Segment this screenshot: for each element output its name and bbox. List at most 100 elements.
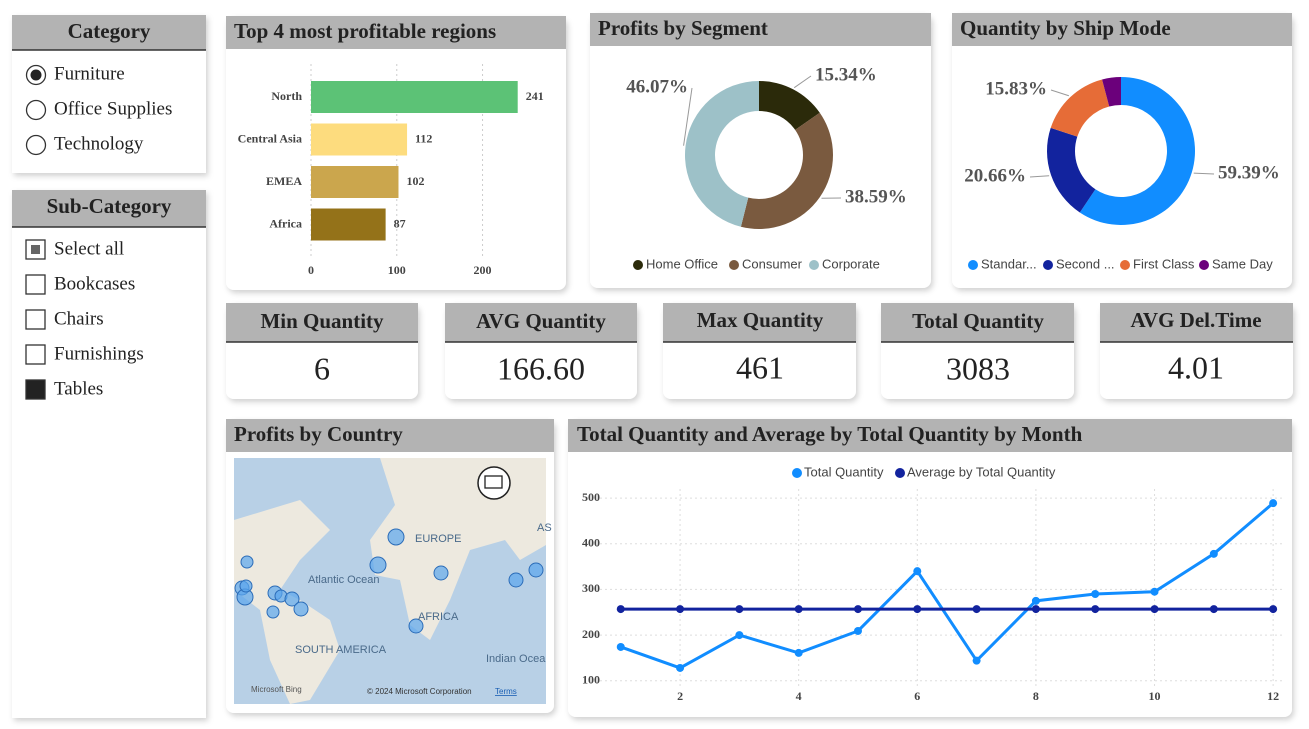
chart-title: Top 4 most profitable regions — [234, 19, 496, 43]
slicer-option[interactable]: Furnishings — [54, 343, 144, 364]
y-tick-label: North — [271, 89, 302, 103]
card-value: 6 — [314, 350, 330, 386]
data-point — [1209, 549, 1218, 558]
panels — [12, 13, 1293, 718]
slicer-option[interactable]: Technology — [54, 133, 144, 154]
leader-line — [683, 87, 693, 146]
y-tick-label: 100 — [582, 672, 600, 686]
map-terms-link[interactable]: Terms — [495, 687, 517, 696]
chart-title: Quantity by Ship Mode — [960, 16, 1171, 40]
bar — [311, 123, 408, 156]
x-tick-label: 4 — [796, 689, 802, 703]
map-label: SOUTH AMERICA — [295, 644, 387, 656]
leader-line — [1050, 89, 1070, 97]
x-tick-label: 8 — [1033, 689, 1039, 703]
slicer-option[interactable]: Select all — [54, 238, 124, 259]
card-title: Max Quantity — [697, 308, 824, 332]
slicer-option[interactable]: Bookcases — [54, 273, 135, 294]
data-label: 241 — [526, 89, 544, 103]
map[interactable] — [234, 458, 546, 704]
data-label: 15.83% — [985, 78, 1047, 99]
data-point — [676, 663, 685, 672]
data-point — [794, 648, 803, 657]
map-label: AS — [537, 522, 552, 534]
data-point — [913, 567, 922, 576]
data-point — [1091, 605, 1100, 614]
y-tick-label: 400 — [582, 536, 600, 550]
map-label: AFRICA — [418, 611, 459, 623]
legend-label: Home Office — [646, 256, 718, 271]
x-tick-label: 12 — [1267, 689, 1279, 703]
slicer-option[interactable]: Furniture — [54, 63, 125, 84]
legend-label: Same Day — [1212, 256, 1273, 271]
data-label: 102 — [406, 174, 424, 188]
series-line — [620, 502, 1275, 670]
data-point — [853, 605, 862, 614]
donut-slice — [1050, 79, 1110, 137]
data-point — [1150, 587, 1159, 596]
slicer-option[interactable]: Tables — [54, 378, 103, 399]
y-tick-label: EMEA — [266, 174, 302, 188]
data-point — [972, 656, 981, 665]
x-tick-label: 200 — [474, 263, 492, 277]
chart-title: Profits by Segment — [598, 16, 768, 40]
map-title: Profits by Country — [234, 422, 403, 446]
legend-label: First Class — [1133, 256, 1195, 271]
data-point — [853, 626, 862, 635]
legend-label: Total Quantity — [804, 464, 884, 479]
card-value: 3083 — [946, 350, 1010, 386]
y-tick-label: 500 — [582, 490, 600, 504]
data-label: 15.34% — [815, 64, 877, 85]
legend-marker — [809, 260, 819, 270]
headers — [12, 13, 1293, 452]
cards: Min Quantity 6 AVG Quantity 166.60 Max Q… — [260, 308, 1261, 387]
bar — [311, 208, 386, 241]
bar — [311, 81, 518, 113]
data-point — [972, 605, 981, 614]
card-value: 4.01 — [1168, 349, 1224, 385]
data-point — [1209, 605, 1218, 614]
data-label: 59.39% — [1218, 162, 1280, 183]
legend-marker — [633, 260, 643, 270]
radio-buttons[interactable] — [25, 64, 47, 156]
donut-slice — [759, 81, 820, 130]
card-title: Min Quantity — [260, 309, 384, 333]
leader-line — [793, 75, 812, 89]
x-tick-label: 6 — [914, 689, 920, 703]
slicer-title: Sub-Category — [47, 194, 172, 218]
legend-marker — [1043, 260, 1053, 270]
donut-slice — [1079, 77, 1196, 225]
legend-label: Standar... — [981, 256, 1037, 271]
data-point — [616, 642, 625, 651]
card-value: 166.60 — [497, 350, 585, 386]
y-tick-label: 200 — [582, 627, 600, 641]
data-point — [1091, 590, 1100, 598]
data-label: 20.66% — [964, 165, 1026, 186]
legend-label: Average by Total Quantity — [907, 464, 1056, 479]
checkboxes[interactable] — [25, 239, 46, 400]
data-label: 87 — [394, 216, 406, 230]
data-point — [1150, 605, 1159, 614]
legend-label: Consumer — [742, 256, 803, 271]
legend-marker — [968, 260, 978, 270]
slicer-option[interactable]: Office Supplies — [54, 98, 172, 119]
data-point — [1031, 605, 1040, 614]
donut-slice — [685, 81, 759, 227]
map-label: Indian Ocea — [486, 653, 546, 665]
legend-marker — [729, 260, 739, 270]
leader-line — [1193, 172, 1215, 175]
data-point — [676, 605, 685, 614]
data-point — [735, 605, 744, 614]
slicer-option[interactable]: Chairs — [54, 308, 104, 329]
data-label: 112 — [415, 131, 432, 145]
data-label: 46.07% — [626, 76, 688, 97]
bar — [311, 166, 399, 198]
data-point — [735, 631, 744, 640]
x-tick-label: 100 — [388, 263, 406, 277]
y-tick-label: 300 — [582, 581, 600, 595]
legend-label: Second ... — [1056, 256, 1115, 271]
card-title: AVG Quantity — [476, 309, 606, 333]
y-tick-label: Central Asia — [238, 131, 302, 145]
x-tick-label: 2 — [677, 689, 683, 703]
